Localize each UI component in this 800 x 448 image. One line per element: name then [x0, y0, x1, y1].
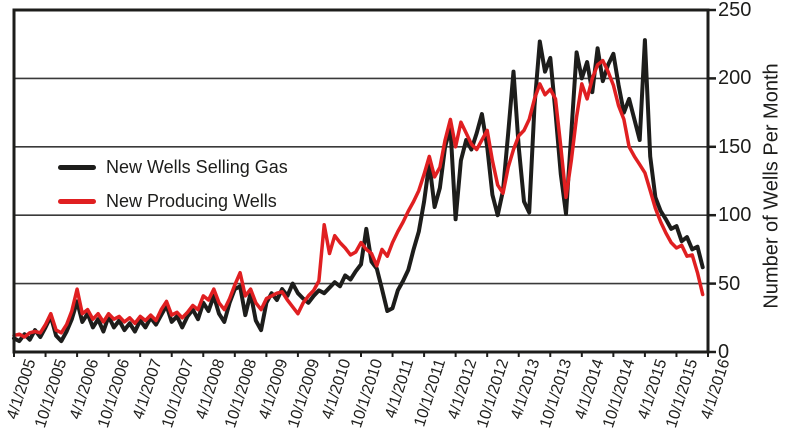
y-tick-label-50: 50: [718, 272, 741, 295]
series-line-1: [12, 58, 705, 339]
y-tick-label-200: 200: [718, 67, 752, 90]
y-tick-label-250: 250: [718, 0, 752, 21]
series-lines: [12, 38, 705, 344]
series-line-0: [12, 38, 705, 344]
plot-border: [12, 8, 710, 354]
y-tick-label-0: 0: [718, 341, 730, 363]
y-axis-title: Number of Wells Per Month: [760, 63, 783, 309]
legend-label-selling-gas: New Wells Selling Gas: [106, 156, 288, 177]
legend-label-producing-wells: New Producing Wells: [106, 190, 277, 211]
selling-gas-line-swatch: [58, 164, 96, 170]
y-tick-label-100: 100: [718, 204, 752, 227]
legend-item-selling-gas: New Wells Selling Gas: [58, 150, 288, 184]
legend: New Wells Selling Gas New Producing Well…: [58, 150, 288, 218]
producing-wells-line-swatch: [58, 198, 96, 204]
y-tick-label-150: 150: [718, 135, 752, 158]
legend-item-producing-wells: New Producing Wells: [58, 184, 288, 218]
